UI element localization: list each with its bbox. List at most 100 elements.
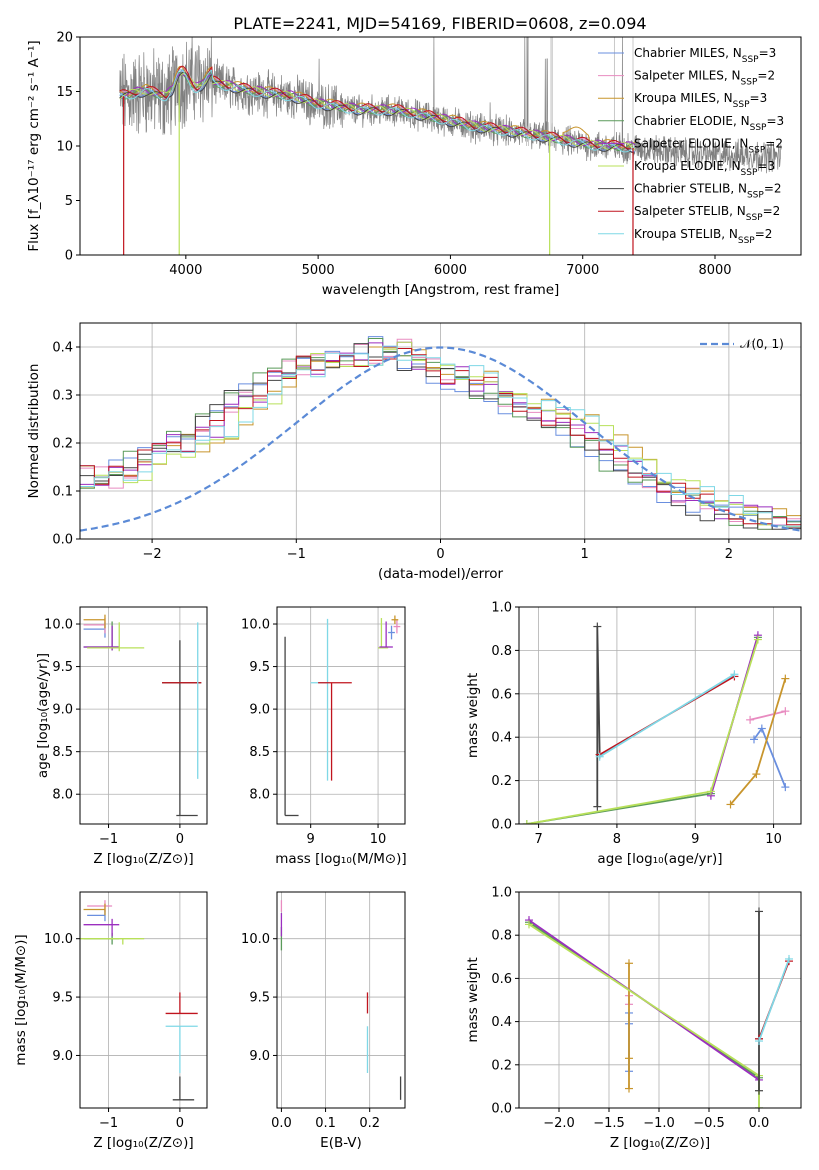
legend-entry: Kroupa MILES, NSSP=3	[634, 91, 767, 110]
legend-entry: Chabrier MILES, NSSP=3	[634, 46, 776, 65]
mass-weight-marker	[753, 635, 762, 644]
y-axis-label: Normed distribution	[26, 364, 42, 499]
legend-nssp-value: =3	[750, 91, 768, 105]
legend-subscript: SSP	[750, 123, 767, 133]
mass-weight-marker	[755, 907, 763, 916]
model-spectrum-line	[119, 71, 636, 151]
axes-frame	[79, 606, 208, 825]
x-tick-label: 0	[436, 547, 444, 562]
y-tick-label: 10	[56, 140, 73, 155]
errorbar	[379, 621, 393, 648]
y-tick-label: 8.0	[52, 788, 73, 803]
y-tick-label: 1.0	[491, 601, 512, 616]
y-tick-label: 0.2	[52, 437, 73, 452]
legend-subscript: SSP	[741, 78, 758, 88]
model-spectrum-line	[119, 69, 636, 153]
errorbar	[83, 625, 120, 651]
mass-weight-line	[528, 923, 760, 1108]
y-tick-label: 0.0	[491, 1102, 512, 1117]
x-tick-label: 2	[725, 547, 733, 562]
y-tick-label: 1.0	[491, 886, 512, 901]
y-tick-label: 0.0	[52, 533, 73, 548]
mass-weight-marker	[522, 820, 531, 824]
axes-frame	[79, 36, 802, 256]
spectrum-panel: 4000 5000 6000 7000 8000 0 5 10 15 20 wavelength […	[26, 31, 802, 298]
x-tick-label: 5000	[302, 263, 335, 278]
plot-area	[522, 622, 790, 824]
errorbar	[391, 615, 399, 625]
mass-weight-marker	[785, 954, 793, 963]
legend-entry: Salpeter STELIB, NSSP=2	[634, 204, 780, 223]
y-axis-label: mass weight	[465, 673, 481, 758]
x-tick-label: −1	[287, 547, 306, 562]
mass-weight-marker	[625, 1084, 633, 1093]
legend-subscript: SSP	[742, 55, 759, 65]
legend-entry: 𝒩(0, 1)	[740, 337, 784, 351]
errorbar	[87, 909, 106, 922]
x-tick-label: 0.0	[271, 1116, 292, 1131]
residual-histogram-line	[80, 341, 801, 528]
y-tick-label: 0.8	[491, 644, 512, 659]
x-axis-label: Z [log₁₀(Z/Z⊙)]	[610, 1135, 710, 1151]
errorbar	[284, 636, 299, 817]
mass-weight-marker	[593, 622, 602, 631]
legend-nssp-value: =2	[763, 204, 781, 218]
mass-vs-metallicity-panel: −1 0 9.0 9.5 10.0 Z [log₁₀(Z/Z⊙)] mass [log₁₀(…	[13, 891, 208, 1151]
axes-frame	[79, 322, 802, 540]
grid-lines	[80, 607, 207, 824]
legend-subscript: SSP	[748, 145, 765, 155]
y-tick-label: 20	[56, 31, 73, 46]
mass-weight-line	[758, 958, 790, 1042]
legend-subscript: SSP	[741, 168, 758, 178]
mass-weight-marker	[593, 802, 602, 811]
x-tick-label: 1	[581, 547, 589, 562]
x-tick-label: 4000	[169, 263, 202, 278]
x-axis-label: (data-model)/error	[378, 566, 504, 582]
age-vs-mass-panel: 9 10 8.0 8.5 9.0 9.5 10.0 mass [log₁₀(M/M⊙)]	[241, 606, 407, 867]
mass-weight-line	[596, 626, 601, 807]
mass-vs-ebv-panel: 0.0 0.1 0.2 9.0 9.5 10.0 E(B-V)	[241, 891, 406, 1151]
y-tick-label: 9.5	[52, 660, 73, 675]
y-tick-label: 9.5	[249, 660, 270, 675]
y-tick-label: 10.0	[44, 618, 73, 633]
mass-weight-vs-metallicity-panel: −2.0 −1.5 −1.0 −0.5 0.0 0.0 0.2 0.4 0.6 0.8 1.0 Z […	[465, 886, 802, 1151]
x-axis-label: Z [log₁₀(Z/Z⊙)]	[93, 1135, 193, 1151]
legend: 𝒩(0, 1)	[700, 337, 784, 351]
y-tick-label: 0.0	[491, 818, 512, 833]
mass-weight-marker	[757, 724, 766, 733]
x-tick-label: −1	[99, 1116, 118, 1131]
legend-nssp-value: =2	[757, 69, 775, 83]
model-spectrum-line	[119, 65, 636, 149]
y-tick-label: 9.5	[52, 991, 73, 1006]
axes-frame	[79, 891, 208, 1109]
y-tick-label: 9.5	[249, 991, 270, 1006]
mass-weight-marker	[781, 783, 790, 792]
errorbar	[318, 682, 352, 781]
grid-lines	[80, 323, 801, 540]
y-tick-label: 0.6	[491, 687, 512, 702]
axes-frame	[518, 891, 802, 1109]
legend-subscript: SSP	[746, 213, 763, 223]
mass-weight-line	[749, 710, 786, 721]
y-axis-label: mass weight	[465, 957, 481, 1042]
x-axis-label: E(B-V)	[320, 1135, 362, 1151]
mass-weight-marker	[746, 715, 755, 724]
mass-weight-marker	[755, 1086, 763, 1095]
mass-weight-marker	[525, 920, 533, 929]
x-tick-label: −1.5	[593, 1116, 625, 1131]
x-axis-label: mass [log₁₀(M/M⊙)]	[275, 851, 406, 867]
y-axis-label: mass [log₁₀(M/M⊙)]	[13, 934, 29, 1065]
legend-nssp-value: =2	[764, 182, 782, 196]
y-tick-label: 8.0	[249, 788, 270, 803]
mass-weight-marker	[752, 770, 761, 779]
y-tick-label: 0.4	[491, 1015, 512, 1030]
mass-weight-marker	[706, 787, 715, 796]
x-tick-label: −0.5	[693, 1116, 725, 1131]
y-tick-label: 8.5	[249, 745, 270, 760]
y-tick-label: 5	[65, 194, 73, 209]
errorbar	[172, 1076, 195, 1101]
grid-lines	[277, 607, 405, 824]
legend-entry: Salpeter MILES, NSSP=2	[634, 69, 775, 88]
errorbar	[87, 622, 145, 652]
